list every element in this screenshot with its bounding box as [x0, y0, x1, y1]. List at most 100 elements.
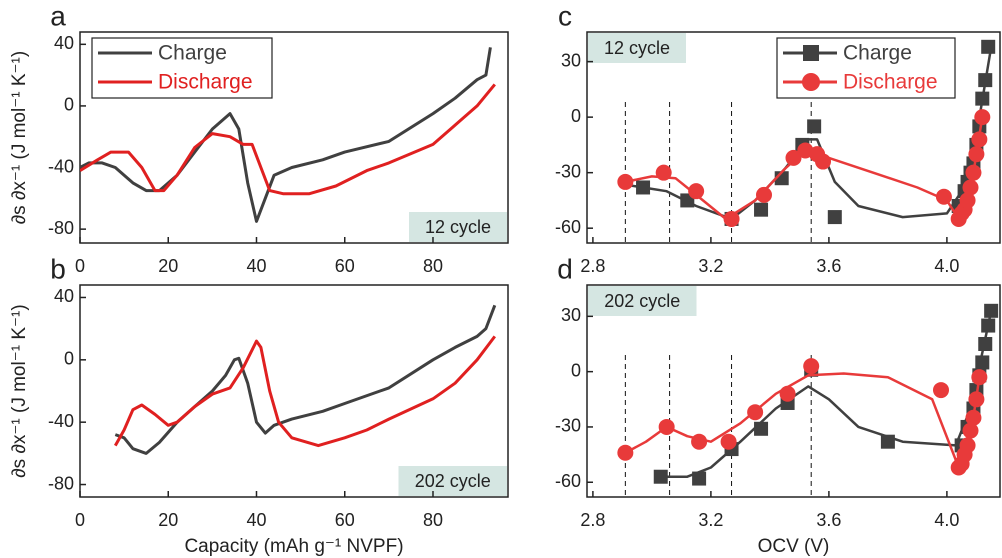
x-tick-label: 3.6: [816, 256, 841, 276]
y-tick-label: -30: [555, 416, 581, 436]
marker: [968, 146, 985, 163]
data: [617, 303, 999, 486]
marker: [827, 210, 842, 225]
x-axis-label: OCV (V): [758, 536, 830, 557]
y-tick-label: -30: [555, 161, 581, 181]
marker: [978, 73, 993, 88]
marker: [756, 186, 772, 203]
marker: [880, 434, 895, 449]
marker: [688, 183, 705, 200]
y-tick-label: -40: [48, 411, 74, 431]
annotation-box: [398, 466, 507, 496]
x-tick-label: 60: [335, 256, 355, 276]
y-axis-label: ∂s ∂x⁻¹ (J mol⁻¹ K⁻¹): [9, 304, 30, 477]
x-tick-label: 3.2: [698, 256, 723, 276]
marker: [747, 404, 764, 421]
marker: [971, 131, 988, 148]
marker: [807, 119, 822, 134]
legend-marker: [802, 73, 820, 91]
y-tick-label: 0: [64, 349, 74, 369]
plot-frame: [79, 284, 509, 498]
plot-frame: [79, 31, 509, 244]
x-tick-label: 3.6: [816, 510, 841, 530]
series-line: [80, 83, 496, 196]
fit-line: [624, 372, 981, 469]
data: [617, 39, 996, 227]
annotation: 202 cycle: [415, 471, 491, 491]
x-tick-label: 80: [423, 510, 443, 530]
y-tick-label: -80: [48, 218, 74, 238]
x-tick-label: 20: [158, 510, 178, 530]
marker: [933, 382, 949, 399]
marker: [975, 355, 990, 370]
x-tick-label: 2.8: [580, 510, 605, 530]
legend-marker: [803, 45, 819, 61]
panel-label: a: [50, 0, 66, 31]
legend-label: Discharge: [843, 71, 938, 94]
panel-label: d: [557, 253, 573, 284]
annotation: 12 cycle: [425, 217, 491, 237]
y-tick-label: 0: [571, 360, 581, 380]
annotation-box: [588, 286, 697, 316]
marker: [617, 444, 634, 461]
y-tick-label: 30: [561, 50, 581, 70]
marker: [981, 39, 996, 54]
y-tick-label: -60: [555, 217, 581, 237]
x-tick-label: 0: [75, 510, 85, 530]
x-tick-label: 60: [335, 510, 355, 530]
x-tick-label: 3.2: [698, 510, 723, 530]
x-tick-label: 80: [423, 256, 443, 276]
legend-box: [91, 37, 273, 99]
annotation-box: [588, 33, 686, 63]
marker: [959, 192, 976, 209]
marker: [959, 437, 976, 454]
series-line: [80, 47, 492, 223]
marker: [779, 385, 796, 402]
marker: [984, 303, 999, 318]
marker: [965, 164, 982, 181]
y-tick-label: -80: [48, 473, 74, 493]
marker: [617, 173, 634, 190]
marker: [968, 391, 985, 408]
legend-label: Charge: [158, 42, 227, 65]
marker: [653, 469, 668, 484]
fit-line: [631, 46, 993, 221]
annotation: 202 cycle: [604, 291, 680, 311]
marker: [962, 422, 979, 439]
data: [113, 304, 497, 455]
data: [80, 47, 496, 223]
marker: [962, 179, 979, 196]
series-line: [114, 304, 497, 455]
marker: [785, 149, 802, 166]
x-tick-label: 4.0: [934, 256, 959, 276]
marker: [971, 369, 988, 386]
fit-line: [625, 116, 984, 221]
marker: [975, 91, 990, 106]
series-line: [113, 335, 496, 448]
legend-label: Discharge: [158, 71, 253, 94]
y-tick-label: 40: [54, 33, 74, 53]
panel-label: b: [50, 253, 66, 284]
marker: [720, 433, 737, 450]
marker: [815, 153, 831, 170]
marker: [636, 180, 651, 195]
y-tick-label: 40: [54, 286, 74, 306]
panel-label: c: [558, 0, 572, 31]
annotation: 12 cycle: [604, 38, 670, 58]
panel: 202 cycle 30 0 -30 -60 2.8 3.2 3.6 4.0 d OCV (V): [555, 253, 1001, 557]
y-tick-label: -60: [555, 471, 581, 491]
marker: [655, 164, 672, 181]
plot-frame: [586, 284, 1001, 498]
marker: [692, 471, 707, 486]
annotation-box: [409, 212, 507, 242]
marker: [691, 433, 708, 450]
x-tick-label: 20: [158, 256, 178, 276]
y-axis-label: ∂s ∂x⁻¹ (J mol⁻¹ K⁻¹): [9, 51, 30, 224]
y-tick-label: 0: [64, 95, 74, 115]
x-tick-label: 0: [75, 256, 85, 276]
x-axis-label: Capacity (mAh g⁻¹ NVPF): [184, 536, 403, 557]
marker: [981, 318, 996, 333]
